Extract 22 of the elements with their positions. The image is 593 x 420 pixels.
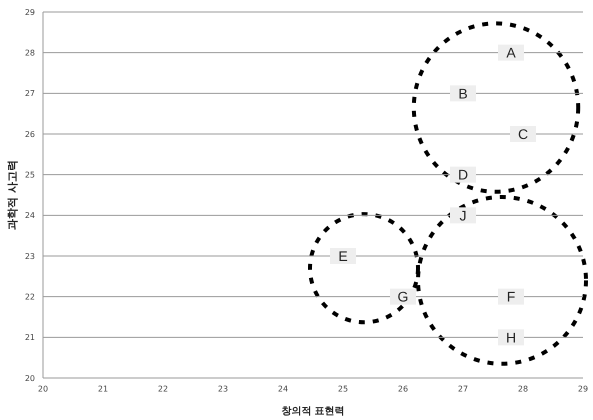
- x-tick-label: 21: [98, 384, 108, 394]
- y-tick-label: 24: [24, 211, 35, 220]
- x-tick-label: 23: [218, 384, 228, 394]
- y-tick-label: 29: [24, 8, 35, 17]
- y-tick-label: 21: [24, 333, 35, 342]
- y-tick-label: 25: [24, 170, 35, 180]
- x-tick-label: 29: [578, 384, 588, 394]
- x-tick-label: 26: [398, 384, 408, 394]
- x-tick-label: 27: [458, 384, 468, 394]
- y-tick-label: 28: [24, 48, 35, 58]
- x-tick-label: 22: [158, 384, 168, 394]
- x-tick-label: 25: [338, 384, 348, 394]
- y-tick-label: 22: [24, 292, 35, 302]
- x-axis-title: 창의적 표현력: [281, 406, 345, 417]
- y-tick-label: 26: [24, 130, 35, 139]
- x-tick-label: 28: [518, 384, 528, 394]
- y-axis-title: 과학적 사고력: [6, 160, 19, 230]
- y-tick-label: 27: [24, 89, 35, 98]
- y-tick-label: 20: [24, 374, 35, 383]
- y-tick-label: 23: [24, 252, 35, 261]
- x-tick-label: 24: [278, 384, 288, 394]
- x-tick-label: 20: [38, 384, 48, 394]
